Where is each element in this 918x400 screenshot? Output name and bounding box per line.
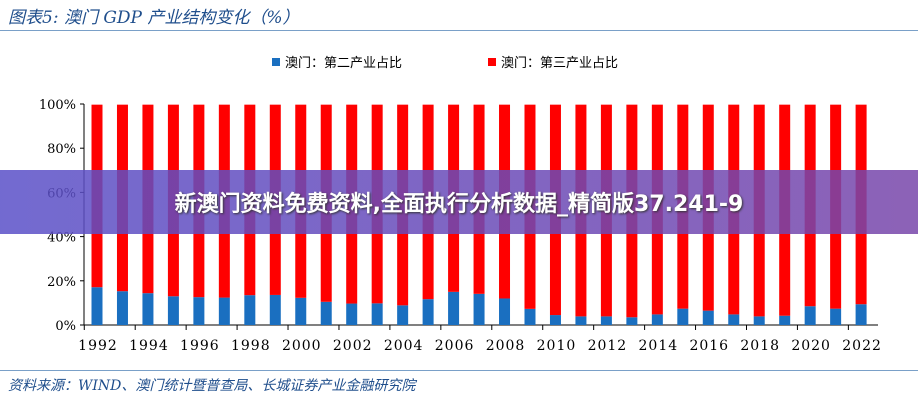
bar-secondary-1999	[269, 294, 281, 325]
bar-secondary-2009	[524, 308, 536, 325]
bar-secondary-2021	[830, 308, 842, 325]
bar-secondary-1995	[167, 296, 179, 325]
bar-secondary-2008	[499, 298, 511, 325]
bar-secondary-2017	[728, 314, 740, 325]
y-tick-label: 20%	[47, 275, 76, 290]
x-tick-label: 1992	[78, 338, 118, 354]
divider	[0, 370, 918, 371]
bar-secondary-2018	[753, 316, 765, 325]
legend-swatch	[488, 58, 496, 66]
bar-secondary-1993	[116, 291, 128, 325]
bar-secondary-2010	[549, 315, 561, 325]
x-tick-label: 2012	[588, 338, 628, 354]
bar-secondary-2012	[600, 316, 612, 325]
x-tick-label: 1996	[180, 338, 220, 354]
bar-secondary-1997	[218, 297, 230, 325]
bar-secondary-1996	[193, 297, 205, 325]
x-tick-label: 2022	[842, 338, 882, 354]
x-tick-label: 2008	[486, 338, 526, 354]
x-tick-label: 2018	[740, 338, 780, 354]
y-tick-label: 0%	[55, 319, 76, 334]
x-tick-label: 1994	[129, 338, 169, 354]
bar-secondary-2002	[346, 303, 358, 325]
bar-secondary-2007	[473, 293, 485, 325]
bar-secondary-2006	[448, 291, 460, 325]
divider	[0, 30, 918, 31]
x-tick-label: 2004	[384, 338, 424, 354]
bar-secondary-2000	[295, 297, 307, 325]
bar-secondary-1994	[142, 293, 154, 325]
y-tick-label: 100%	[39, 98, 76, 113]
bar-secondary-2016	[702, 310, 714, 325]
bar-secondary-2005	[422, 299, 434, 325]
bar-secondary-1998	[244, 295, 256, 325]
bar-secondary-2013	[626, 317, 638, 325]
y-tick-label: 40%	[47, 231, 76, 246]
bar-secondary-2015	[677, 308, 689, 325]
bar-secondary-2011	[575, 316, 587, 325]
bar-secondary-2014	[651, 314, 663, 325]
legend-label: 澳门：第三产业占比	[501, 55, 618, 71]
x-tick-label: 2006	[435, 338, 475, 354]
bar-secondary-2020	[804, 306, 816, 325]
legend-swatch	[272, 58, 280, 66]
bar-secondary-2022	[855, 304, 867, 325]
x-tick-label: 2020	[791, 338, 831, 354]
bar-secondary-1992	[91, 287, 103, 325]
source-note: 资料来源：WIND、澳门统计暨普查局、长城证券产业金融研究院	[8, 378, 416, 394]
legend-label: 澳门：第二产业占比	[285, 55, 402, 71]
overlay-banner: 新澳门资料免费资料,全面执行分析数据_精简版37.241-9	[0, 170, 918, 234]
x-tick-label: 1998	[231, 338, 271, 354]
bar-secondary-2019	[779, 315, 791, 325]
x-tick-label: 2010	[537, 338, 577, 354]
banner-text: 新澳门资料免费资料,全面执行分析数据_精简版37.241-9	[174, 192, 744, 217]
x-tick-label: 2000	[282, 338, 322, 354]
x-tick-label: 2002	[333, 338, 373, 354]
bar-secondary-2004	[397, 305, 409, 325]
x-tick-label: 2014	[639, 338, 679, 354]
x-tick-label: 2016	[689, 338, 729, 354]
bar-secondary-2001	[320, 301, 332, 325]
chart-title: 图表5: 澳门 GDP 产业结构变化（%）	[8, 8, 300, 28]
y-tick-label: 80%	[47, 142, 76, 157]
bar-secondary-2003	[371, 303, 383, 325]
